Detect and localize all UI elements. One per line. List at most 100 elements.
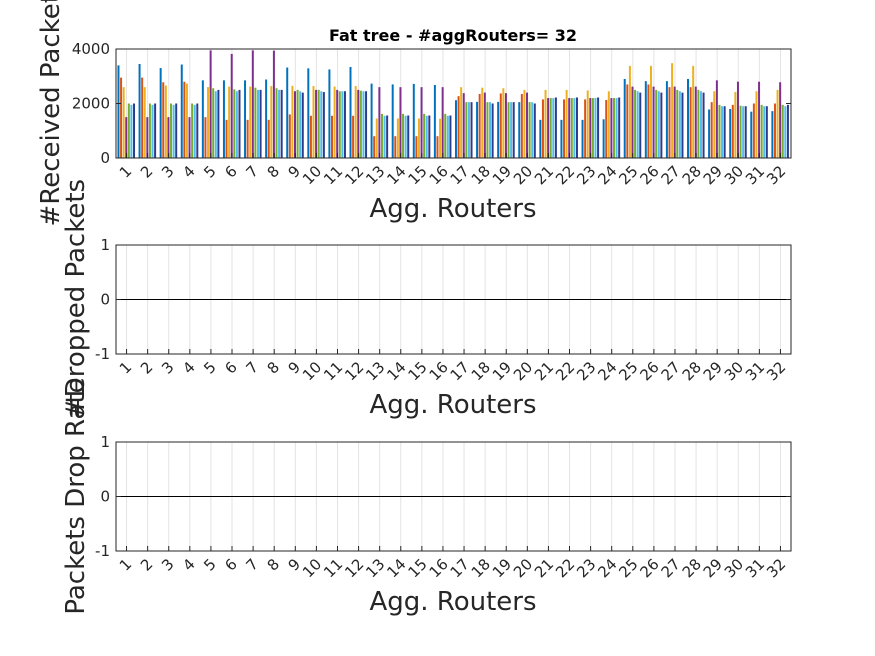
x-axis-label-3: Agg. Routers [369, 587, 536, 617]
bar [665, 81, 668, 158]
bar [365, 91, 368, 158]
bar [441, 87, 444, 158]
bar [415, 136, 418, 158]
bar [233, 89, 236, 158]
bar [615, 98, 618, 158]
bar [644, 81, 647, 158]
bar [734, 92, 737, 158]
bar [444, 113, 447, 158]
bar [758, 81, 761, 158]
bar [544, 89, 547, 159]
bar [222, 80, 225, 158]
bar [657, 91, 660, 158]
bar [636, 91, 639, 158]
bar [336, 89, 339, 159]
bar [765, 106, 768, 158]
bar [312, 86, 315, 158]
bar [570, 98, 573, 158]
bar [378, 87, 381, 158]
y-tick-label: 0 [100, 149, 110, 167]
bar [423, 113, 426, 158]
bar [225, 119, 228, 158]
bar [647, 84, 650, 158]
bar [130, 104, 133, 158]
y-tick-label: -1 [95, 542, 110, 560]
bar [478, 93, 481, 158]
y-tick-label: 1 [100, 236, 110, 254]
bar [328, 69, 331, 158]
y-tick-label: -1 [95, 345, 110, 363]
bar [141, 77, 144, 158]
bar [117, 65, 120, 158]
bar [343, 91, 346, 158]
bar [209, 50, 212, 158]
x-axis-label-2: Agg. Routers [369, 390, 536, 420]
bar [230, 53, 233, 158]
bar [476, 101, 479, 158]
bar [375, 118, 378, 158]
bar [573, 98, 576, 158]
bar [446, 115, 449, 158]
bar [162, 82, 165, 158]
y-tick-label: 0 [100, 488, 110, 506]
bar [784, 106, 787, 158]
bar [370, 83, 373, 158]
bar [320, 91, 323, 158]
bar [692, 65, 695, 158]
y-tick-label: 1 [100, 433, 110, 451]
bar [626, 84, 629, 158]
bar [127, 103, 130, 158]
bar [322, 92, 325, 158]
bar [565, 89, 568, 159]
bar [317, 89, 320, 159]
bar [291, 85, 294, 158]
bar [309, 115, 312, 158]
bar [713, 91, 716, 158]
bar [151, 104, 154, 158]
bar [594, 98, 597, 158]
bar [708, 109, 711, 158]
bar [781, 104, 784, 158]
bar [391, 84, 394, 158]
bar [449, 115, 452, 158]
bar [394, 136, 397, 158]
bar [204, 117, 207, 159]
bar [396, 118, 399, 158]
bar [175, 103, 178, 158]
chart-title: Fat tree - #aggRouters= 32 [329, 26, 577, 45]
y-tick-label: 2000 [72, 95, 110, 113]
bar [428, 115, 431, 158]
bar [533, 103, 536, 158]
bar [528, 102, 531, 158]
bar [172, 104, 175, 158]
bar [380, 113, 383, 158]
bar [191, 103, 194, 158]
bar [581, 119, 584, 158]
bar [170, 103, 173, 158]
bar [288, 114, 291, 158]
bar [207, 87, 210, 158]
bar [270, 86, 273, 158]
bar [286, 67, 289, 158]
bar [715, 80, 718, 158]
y-tick-label: 0 [100, 291, 110, 309]
bar [294, 91, 296, 158]
bar [349, 66, 352, 158]
bar [628, 65, 631, 158]
bar [678, 91, 681, 158]
bar [687, 78, 689, 158]
bar [610, 98, 613, 158]
bar [183, 81, 186, 158]
bar [265, 79, 268, 158]
bar [188, 117, 191, 159]
bar [457, 96, 460, 158]
bar [723, 106, 726, 158]
bar [729, 108, 732, 158]
bar [154, 103, 157, 158]
bar [560, 119, 563, 158]
bar [315, 89, 318, 159]
bar [499, 93, 502, 158]
bar [402, 113, 405, 158]
bar [710, 102, 713, 158]
bar [697, 89, 700, 159]
